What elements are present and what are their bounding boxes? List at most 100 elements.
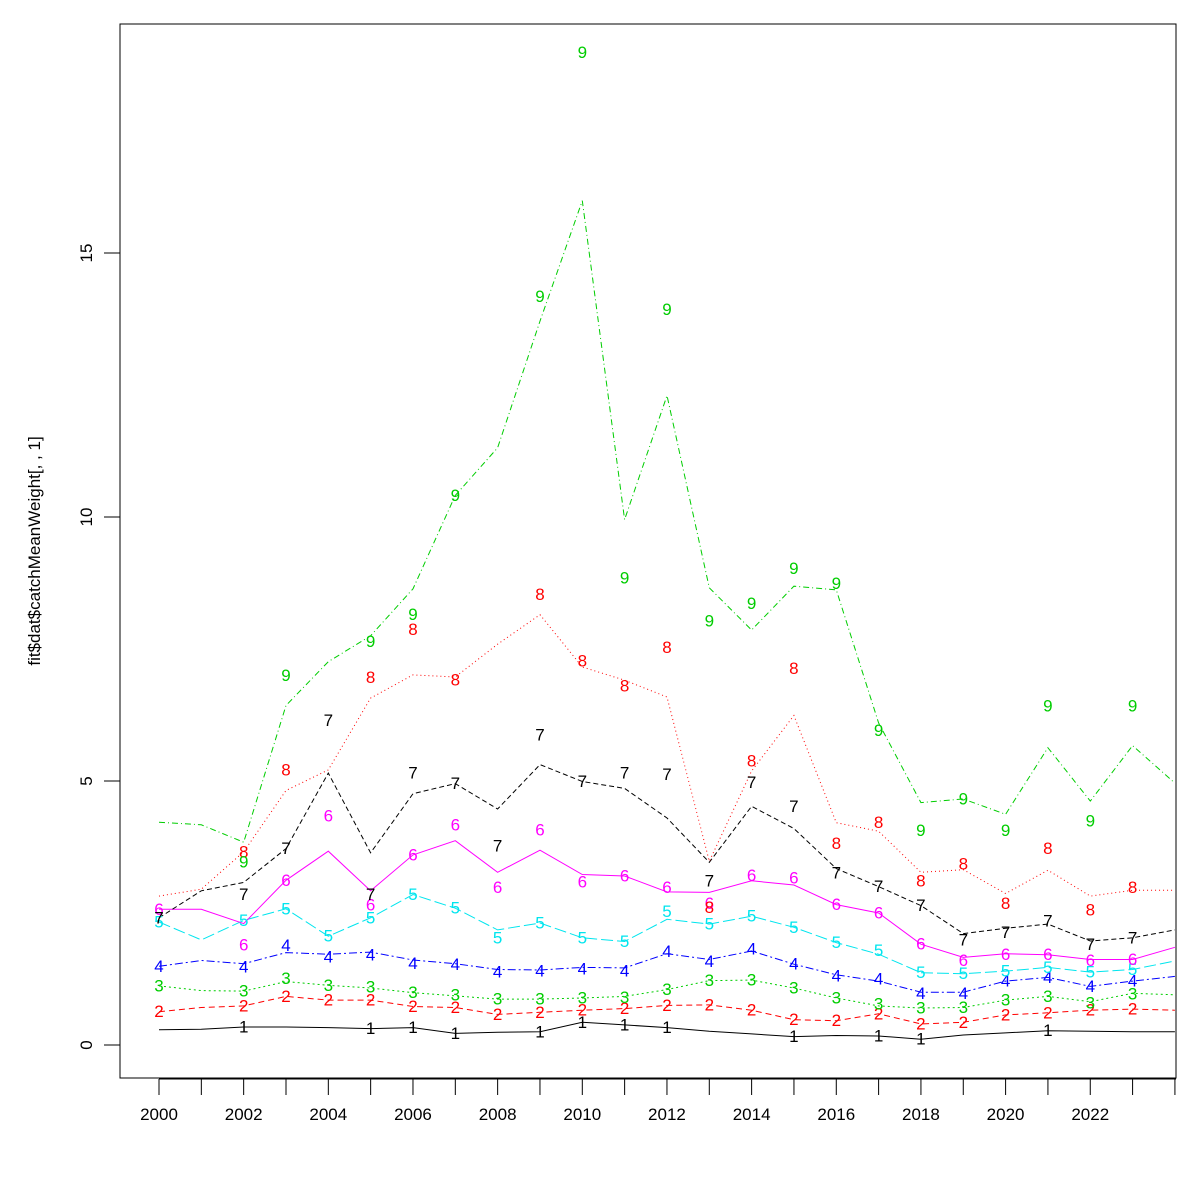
- series-line-6: [159, 840, 1176, 960]
- series-8-marker: 8: [705, 898, 714, 917]
- y-tick-label: 15: [77, 244, 96, 263]
- series-5-marker: 5: [874, 941, 883, 960]
- series-8-marker: 8: [239, 842, 248, 861]
- series-3-marker: 3: [620, 988, 629, 1007]
- series-1-marker: 1: [1043, 1021, 1052, 1040]
- series-4-marker: 4: [959, 984, 968, 1003]
- series-7-marker: 7: [1001, 923, 1010, 942]
- y-tick-label: 5: [77, 776, 96, 785]
- series-3-marker: 3: [493, 990, 502, 1009]
- series-6-marker: 6: [916, 935, 925, 954]
- series-2-marker: 2: [705, 995, 714, 1014]
- series-8-marker: 8: [1128, 878, 1137, 897]
- series-1-marker: 1: [662, 1018, 671, 1037]
- series-4-marker: 4: [747, 939, 756, 958]
- series-7-marker: 7: [1128, 928, 1137, 947]
- series-4-marker: 4: [408, 954, 417, 973]
- series-line-4: [158, 950, 1175, 993]
- series-2-marker: 2: [662, 996, 671, 1015]
- series-5-marker: 5: [789, 918, 798, 937]
- series-6-marker: 6: [366, 896, 375, 915]
- series-6-marker: 6: [493, 878, 502, 897]
- x-tick-label: 2016: [817, 1105, 855, 1124]
- series-9-marker: 9: [451, 486, 460, 505]
- series-2-marker: 2: [874, 1004, 883, 1023]
- series-2-marker: 2: [281, 987, 290, 1006]
- series-8-marker: 8: [916, 871, 925, 890]
- series-7-marker: 7: [324, 711, 333, 730]
- series-9-marker: 9: [874, 721, 883, 740]
- series-9-marker: 9: [959, 790, 968, 809]
- series-6-marker: 6: [747, 866, 756, 885]
- series-line-5: [158, 893, 1175, 975]
- series-5-marker: 5: [154, 913, 163, 932]
- series-8-marker: 8: [408, 620, 417, 639]
- series-4-marker: 4: [1086, 977, 1095, 996]
- series-1-marker: 1: [535, 1022, 544, 1041]
- series-8-marker: 8: [1086, 900, 1095, 919]
- series-5-marker: 5: [239, 911, 248, 930]
- series-6-marker: 6: [1128, 950, 1137, 969]
- x-tick-label: 2012: [648, 1105, 686, 1124]
- series-4-marker: 4: [916, 984, 925, 1003]
- series-9-marker: 9: [789, 559, 798, 578]
- series-5-marker: 5: [324, 927, 333, 946]
- series-5-marker: 5: [535, 914, 544, 933]
- series-9-marker: 9: [1001, 821, 1010, 840]
- series-8-marker: 8: [662, 638, 671, 657]
- series-7-marker: 7: [789, 797, 798, 816]
- series-7-marker: 7: [620, 764, 629, 783]
- series-9-marker: 9: [366, 632, 375, 651]
- x-axis: 2000 2002 2004 2006 2008 2010 2012 2014 2016 2018…: [140, 1078, 1176, 1124]
- series-5-marker: 5: [1128, 960, 1137, 979]
- series-5-marker: 5: [408, 885, 417, 904]
- series-6-marker: 6: [281, 871, 290, 890]
- series-4-marker: 4: [1128, 972, 1137, 991]
- series-3-marker: 3: [789, 979, 798, 998]
- series-4-marker: 4: [789, 955, 798, 974]
- series-5-marker: 5: [916, 963, 925, 982]
- series-6-marker: 6: [324, 806, 333, 825]
- series-line-1: [158, 1021, 1175, 1040]
- series-9-marker: 9: [578, 43, 587, 62]
- series-4-marker: 4: [451, 955, 460, 974]
- series-7-marker: 7: [916, 896, 925, 915]
- series-2-marker: 2: [1128, 1000, 1137, 1019]
- series-2-marker: 2: [578, 1001, 587, 1020]
- series-9-marker: 9: [662, 300, 671, 319]
- series-7-marker: 7: [493, 836, 502, 855]
- series-9-marker: 9: [1043, 697, 1052, 716]
- series-2-marker: 2: [916, 1014, 925, 1033]
- series-6-marker: 6: [832, 895, 841, 914]
- series-5-marker: 5: [1043, 958, 1052, 977]
- series-4-marker: 4: [620, 962, 629, 981]
- series-3-marker: 3: [324, 976, 333, 995]
- series-2-marker: 2: [620, 999, 629, 1018]
- series-8-marker: 8: [366, 668, 375, 687]
- y-tick-label: 10: [77, 508, 96, 527]
- series-9-marker: 9: [1086, 812, 1095, 831]
- series-2-marker: 2: [1043, 1003, 1052, 1022]
- series-5-marker: 5: [578, 928, 587, 947]
- series-3-marker: 3: [832, 989, 841, 1008]
- series-5-marker: 5: [705, 915, 714, 934]
- series-3-marker: 3: [705, 971, 714, 990]
- series-6-marker: 6: [662, 878, 671, 897]
- series-7-marker: 7: [705, 871, 714, 890]
- series-9-marker: 9: [408, 605, 417, 624]
- series-6-marker: 6: [620, 867, 629, 886]
- series-5-marker: 5: [747, 907, 756, 926]
- series-8-marker: 8: [620, 677, 629, 696]
- series-8-marker: 8: [959, 854, 968, 873]
- series-line-8: [158, 614, 1175, 897]
- series-6-marker: 6: [408, 845, 417, 864]
- series-3-marker: 3: [1128, 984, 1137, 1003]
- x-tick-label: 2020: [987, 1105, 1025, 1124]
- series-9-marker: 9: [747, 594, 756, 613]
- series-8-marker: 8: [789, 659, 798, 678]
- series-3-marker: 3: [959, 998, 968, 1017]
- series-8-marker: 8: [874, 813, 883, 832]
- series-6-marker: 6: [874, 904, 883, 923]
- series-3-marker: 3: [662, 980, 671, 999]
